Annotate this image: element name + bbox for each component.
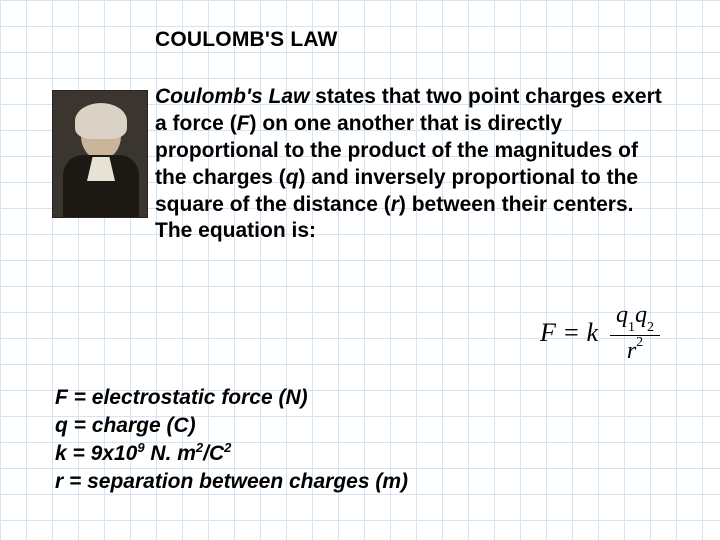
legend-k-sup3: 2 [224, 440, 231, 455]
num-q2: q [635, 302, 647, 328]
var-f: F [237, 112, 250, 135]
equation-lhs: F = k [540, 318, 604, 348]
portrait-collar [87, 157, 115, 181]
coulomb-portrait [52, 90, 148, 218]
num-sub1: 1 [628, 320, 635, 335]
law-name: Coulomb's Law [155, 85, 309, 108]
legend-k-mid2: /C [203, 442, 224, 465]
legend-f: F = electrostatic force (N) [55, 384, 408, 412]
portrait-hair [75, 103, 127, 139]
den-r: r [627, 338, 636, 364]
den-sup: 2 [636, 335, 643, 350]
legend-k-sup1: 9 [137, 440, 144, 455]
equation-fraction: q1q2 r2 [610, 302, 660, 365]
var-r: r [391, 193, 399, 216]
num-sub2: 2 [647, 320, 654, 335]
var-q: q [286, 166, 299, 189]
variable-legend: F = electrostatic force (N) q = charge (… [55, 384, 408, 496]
coulomb-equation: F = k q1q2 r2 [540, 302, 660, 365]
page-title: COULOMB'S LAW [155, 28, 338, 52]
num-q1: q [616, 302, 628, 328]
law-description: Coulomb's Law states that two point char… [155, 84, 675, 245]
legend-k-pre: k = 9x10 [55, 442, 137, 465]
equation-numerator: q1q2 [610, 302, 660, 336]
legend-k-mid: N. m [145, 442, 196, 465]
legend-r: r = separation between charges (m) [55, 468, 408, 496]
legend-q: q = charge (C) [55, 412, 408, 440]
legend-k: k = 9x109 N. m2/C2 [55, 439, 408, 468]
equation-denominator: r2 [627, 336, 643, 365]
